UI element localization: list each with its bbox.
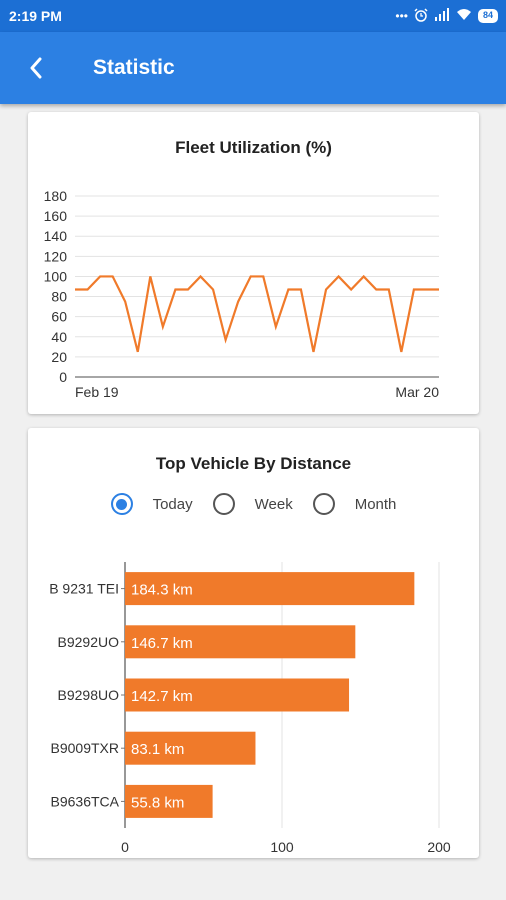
status-bar: 2:19 PM ••• 84 (0, 0, 506, 32)
radio-week-label[interactable]: Week (254, 495, 293, 513)
y-tick-label: 0 (59, 369, 67, 385)
y-tick-label: 120 (44, 248, 68, 264)
y-tick-label: 100 (44, 268, 68, 284)
x-tick-label: 100 (270, 839, 294, 855)
y-tick-label: 40 (51, 329, 67, 345)
top-vehicle-bar-chart: 0 100 200 B 9231 TEI 184.3 km B9292UO 146.7 km… (49, 562, 451, 855)
x-tick-label: 200 (427, 839, 451, 855)
x-tick-label: 0 (121, 839, 129, 855)
radio-today[interactable]: Today (110, 493, 193, 515)
app-bar: Statistic (0, 32, 506, 104)
radio-today-label[interactable]: Today (152, 495, 193, 513)
distance-bar (125, 572, 415, 606)
y-tick-label: 180 (44, 188, 68, 204)
status-icons: ••• 84 (395, 7, 498, 25)
x-tick-label: Feb 19 (75, 384, 119, 400)
top-vehicle-card: Top Vehicle By Distance Today Week Month… (28, 428, 479, 858)
status-time: 2:19 PM (9, 8, 62, 24)
top-vehicle-title: Top Vehicle By Distance (155, 454, 352, 473)
chevron-left-icon (30, 57, 42, 79)
distance-bar (125, 731, 256, 765)
radio-month-circle[interactable] (312, 493, 335, 515)
radio-today-circle[interactable] (110, 493, 133, 515)
distance-value-label: 142.7 km (131, 688, 193, 705)
vehicle-label: B 9231 TEI (49, 581, 119, 597)
radio-week[interactable]: Week (212, 493, 293, 515)
radio-week-circle[interactable] (212, 493, 235, 515)
distance-value-label: 55.8 km (131, 794, 184, 811)
radio-month[interactable]: Month (312, 493, 397, 515)
fleet-utilization-line-chart: 0 20 40 60 80 100 120 140 160 180 Feb 19 Mar 20 (44, 188, 440, 400)
page-title: Statistic (93, 56, 175, 79)
y-tick-label: 80 (51, 289, 67, 305)
utilization-series-line (75, 274, 439, 353)
dots-icon: ••• (395, 9, 408, 23)
x-tick-label: Mar 20 (395, 384, 439, 400)
distance-bar (125, 625, 356, 659)
period-filter: Today Week Month (28, 493, 479, 515)
y-tick-label: 140 (44, 228, 68, 244)
fleet-utilization-card: Fleet Utilization (%) 0 20 40 60 80 100 120 140… (28, 112, 479, 414)
distance-value-label: 83.1 km (131, 741, 184, 758)
vehicle-label: B9009TXR (51, 740, 119, 756)
distance-value-label: 184.3 km (131, 582, 193, 599)
y-tick-label: 160 (44, 208, 68, 224)
radio-month-label[interactable]: Month (354, 495, 397, 513)
y-tick-label: 20 (51, 349, 67, 365)
distance-value-label: 146.7 km (131, 635, 193, 652)
alarm-icon (414, 7, 428, 25)
signal-icon (434, 8, 450, 24)
distance-bar (125, 678, 350, 712)
battery-icon: 84 (477, 9, 498, 23)
vehicle-label: B9636TCA (51, 793, 120, 809)
fleet-utilization-title: Fleet Utilization (%) (175, 138, 332, 157)
back-button[interactable] (4, 32, 68, 104)
vehicle-label: B9292UO (58, 634, 120, 650)
wifi-icon (456, 8, 472, 24)
vehicle-label: B9298UO (58, 687, 120, 703)
y-tick-label: 60 (51, 309, 67, 325)
distance-bar (125, 784, 213, 818)
